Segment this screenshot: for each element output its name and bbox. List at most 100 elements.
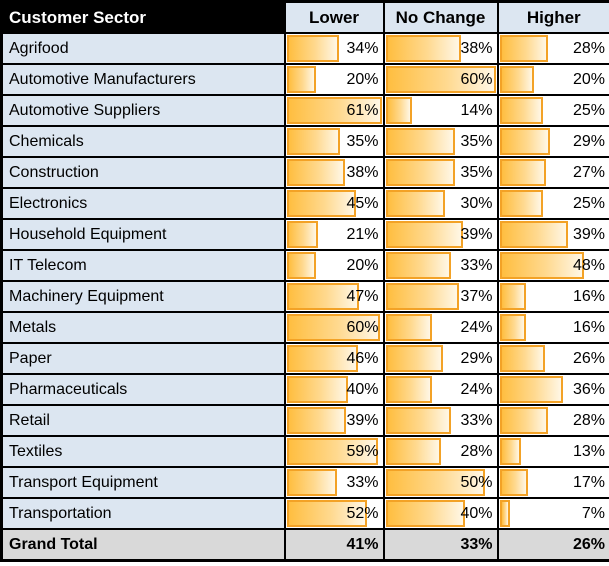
no_change-value-cell: 60% — [382, 63, 499, 96]
data-bar — [385, 221, 463, 248]
higher-value-cell: 48% — [496, 249, 609, 282]
table-row: Retail 39% 33% 28% — [0, 404, 609, 437]
data-bar — [499, 190, 543, 217]
value-label: 40% — [460, 505, 493, 522]
value-label: 25% — [572, 102, 605, 119]
sector-label: Automotive Suppliers — [0, 94, 286, 127]
grand-total-label: Grand Total — [0, 528, 286, 562]
no_change-value-cell: 14% — [382, 94, 499, 127]
value-label: 28% — [460, 443, 493, 460]
data-bar — [499, 35, 549, 62]
table-row: Automotive Manufacturers 20% 60% 20% — [0, 63, 609, 96]
higher-value-cell: 25% — [496, 187, 609, 220]
higher-value-cell: 16% — [496, 280, 609, 313]
data-bar — [385, 66, 496, 93]
value-label: 52% — [346, 505, 379, 522]
value-label: 33% — [460, 257, 493, 274]
value-label: 29% — [460, 350, 493, 367]
table-row: Construction 38% 35% 27% — [0, 156, 609, 189]
data-bar — [286, 407, 347, 434]
value-label: 20% — [346, 71, 379, 88]
lower-value-cell: 34% — [283, 32, 385, 65]
value-label: 25% — [572, 195, 605, 212]
table-row: Metals 60% 24% 16% — [0, 311, 609, 344]
higher-value-cell: 26% — [496, 342, 609, 375]
value-label: 34% — [346, 40, 379, 57]
no_change-value-cell: 24% — [382, 373, 499, 406]
table-row: Machinery Equipment 47% 37% 16% — [0, 280, 609, 313]
value-label: 16% — [572, 288, 605, 305]
data-bar — [499, 283, 527, 310]
data-bar — [286, 159, 345, 186]
lower-value-cell: 46% — [283, 342, 385, 375]
table-row: Transportation 52% 40% 7% — [0, 497, 609, 530]
sector-label: Household Equipment — [0, 218, 286, 251]
sector-label: Paper — [0, 342, 286, 375]
data-bar — [286, 252, 317, 279]
sector-label: Chemicals — [0, 125, 286, 158]
lower-value-cell: 21% — [283, 218, 385, 251]
data-bar — [499, 438, 522, 465]
data-bar — [286, 438, 379, 465]
value-label: 36% — [572, 381, 605, 398]
value-label: 60% — [460, 71, 493, 88]
table-row: Pharmaceuticals 40% 24% 36% — [0, 373, 609, 406]
value-label: 33% — [460, 412, 493, 429]
data-bar — [286, 128, 341, 155]
higher-value-cell: 16% — [496, 311, 609, 344]
no_change-value-cell: 33% — [382, 404, 499, 437]
table-row: Automotive Suppliers 61% 14% 25% — [0, 94, 609, 127]
table-row: Electronics 45% 30% 25% — [0, 187, 609, 220]
value-label: 14% — [460, 102, 493, 119]
column-header-no_change: No Change — [382, 0, 499, 34]
data-bar — [385, 469, 486, 496]
value-label: 61% — [346, 102, 379, 119]
value-label: 28% — [572, 40, 605, 57]
value-label: 45% — [346, 195, 379, 212]
value-label: 20% — [572, 71, 605, 88]
higher-value-cell: 20% — [496, 63, 609, 96]
sector-label: Retail — [0, 404, 286, 437]
data-bar — [499, 97, 543, 124]
value-label: 29% — [572, 133, 605, 150]
value-label: 17% — [572, 474, 605, 491]
no_change-value-cell: 39% — [382, 218, 499, 251]
value-label: 39% — [346, 412, 379, 429]
table-row: Chemicals 35% 35% 29% — [0, 125, 609, 158]
data-bar — [385, 252, 451, 279]
data-bar — [385, 35, 461, 62]
sector-label: Construction — [0, 156, 286, 189]
lower-value-cell: 59% — [283, 435, 385, 468]
value-label: 47% — [346, 288, 379, 305]
sector-label: Transportation — [0, 497, 286, 530]
no_change-value-cell: 29% — [382, 342, 499, 375]
data-bar — [499, 314, 527, 341]
lower-value-cell: 40% — [283, 373, 385, 406]
sector-label: Metals — [0, 311, 286, 344]
lower-value-cell: 45% — [283, 187, 385, 220]
no_change-value-cell: 40% — [382, 497, 499, 530]
value-label: 38% — [460, 40, 493, 57]
data-bar — [499, 376, 563, 403]
data-bar — [286, 66, 317, 93]
value-label: 35% — [346, 133, 379, 150]
data-bar — [385, 345, 443, 372]
lower-value-cell: 52% — [283, 497, 385, 530]
higher-value-cell: 25% — [496, 94, 609, 127]
higher-value-cell: 7% — [496, 497, 609, 530]
sector-label: Transport Equipment — [0, 466, 286, 499]
sector-label: Pharmaceuticals — [0, 373, 286, 406]
lower-value-cell: 39% — [283, 404, 385, 437]
total-lower-value-cell: 41% — [283, 528, 385, 562]
value-label: 50% — [460, 474, 493, 491]
value-label: 24% — [460, 381, 493, 398]
data-bar — [385, 376, 433, 403]
data-bar — [499, 128, 550, 155]
table-row: Agrifood 34% 38% 28% — [0, 32, 609, 65]
higher-value-cell: 39% — [496, 218, 609, 251]
sector-column-header: Customer Sector — [0, 0, 286, 34]
total-no_change-value-cell: 33% — [382, 528, 499, 562]
no_change-value-cell: 50% — [382, 466, 499, 499]
higher-value-cell: 28% — [496, 404, 609, 437]
no_change-value-cell: 33% — [382, 249, 499, 282]
